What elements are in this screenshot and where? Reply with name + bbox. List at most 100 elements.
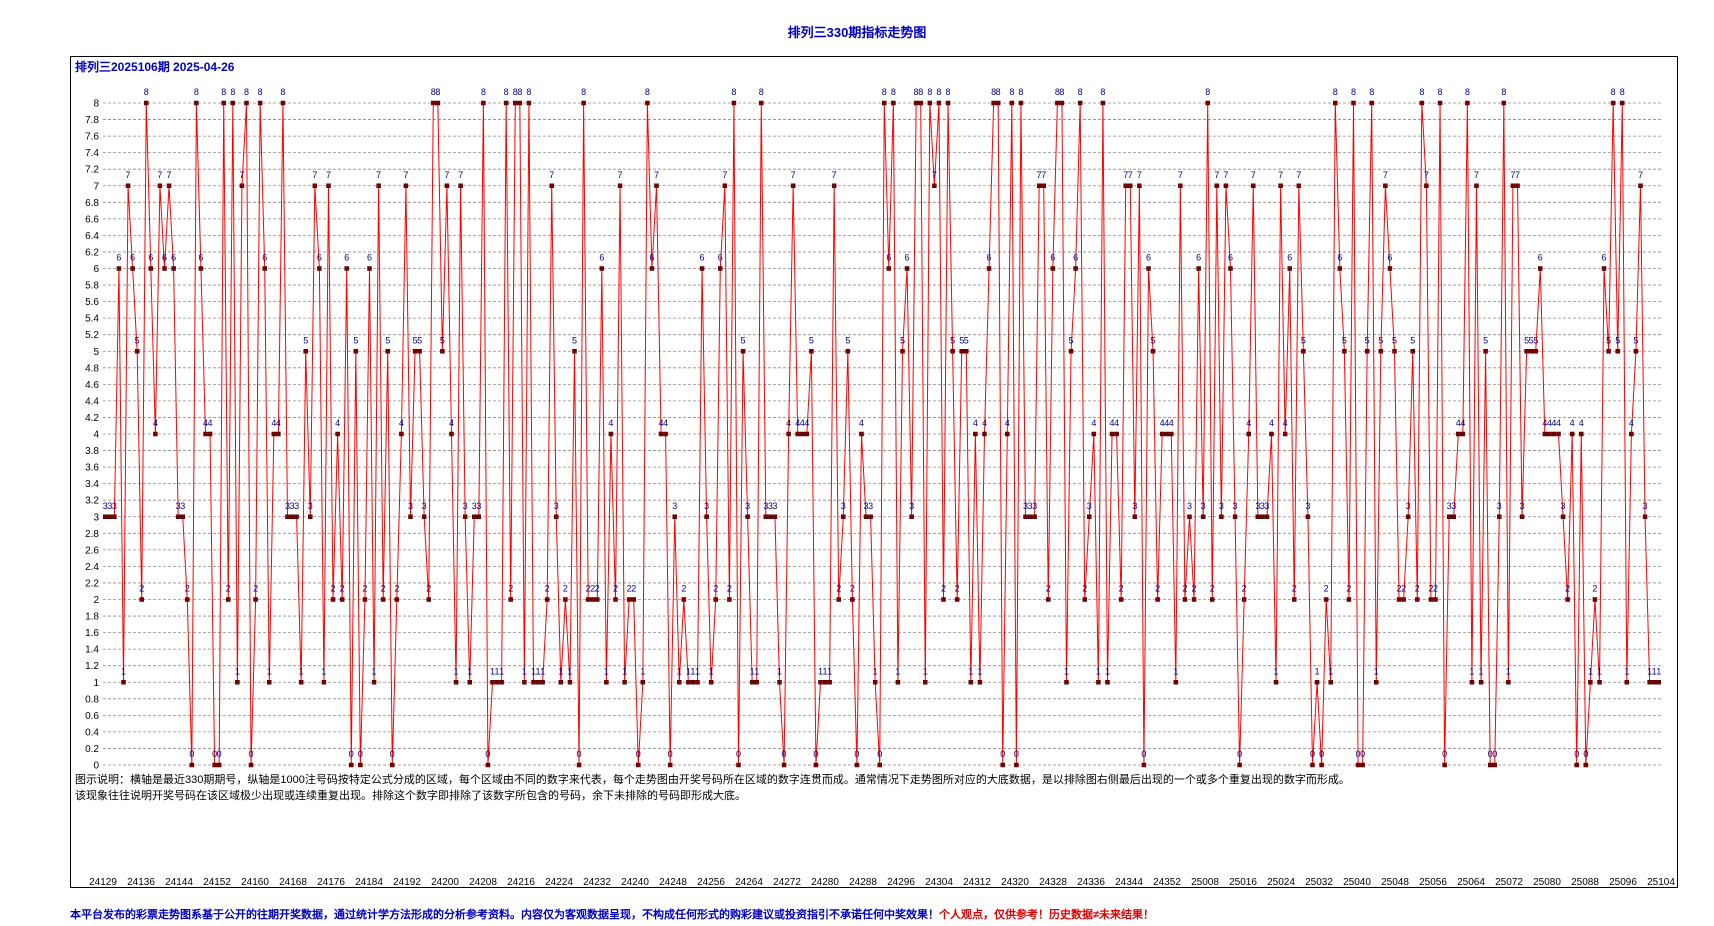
data-label: 6: [599, 253, 604, 263]
data-point: [267, 680, 272, 685]
data-point: [1237, 762, 1242, 768]
data-point: [1392, 349, 1397, 354]
x-tick-label: 24129: [89, 877, 117, 888]
data-label: 2: [1082, 584, 1087, 594]
data-point: [1633, 349, 1639, 354]
data-point: [544, 597, 550, 602]
x-tick-label: 24176: [317, 877, 345, 888]
data-label: 7: [618, 170, 623, 180]
data-label: 7: [239, 170, 244, 180]
data-label: 7: [1123, 170, 1128, 180]
data-point: [153, 431, 158, 437]
y-tick-label: 6.4: [85, 231, 99, 242]
data-label: 0: [1356, 749, 1361, 759]
data-label: 7: [1474, 170, 1479, 180]
x-tick-label: 24160: [241, 877, 269, 888]
data-point: [1200, 514, 1206, 519]
data-label: 4: [271, 418, 276, 428]
data-point: [727, 597, 732, 602]
data-point: [1009, 100, 1015, 106]
data-label: 8: [914, 87, 919, 97]
data-point: [900, 349, 905, 354]
data-label: 2: [836, 584, 841, 594]
data-label: 2: [426, 584, 431, 594]
x-tick-label: 25064: [1457, 877, 1485, 888]
data-point: [207, 431, 213, 437]
data-point: [326, 183, 331, 188]
data-label: 0: [1237, 749, 1242, 759]
data-label: 1: [622, 666, 627, 676]
x-tick-label: 25088: [1571, 877, 1599, 888]
data-point: [1533, 349, 1538, 354]
data-point: [1579, 431, 1584, 437]
data-point: [658, 431, 664, 437]
data-label: 1: [777, 666, 782, 676]
data-label: 3: [107, 501, 112, 511]
data-point: [1282, 431, 1288, 437]
data-label: 8: [1351, 87, 1356, 97]
data-point: [1305, 514, 1311, 519]
data-label: 0: [813, 749, 818, 759]
data-point: [349, 762, 354, 768]
data-label: 3: [1028, 501, 1033, 511]
data-label: 1: [540, 666, 545, 676]
y-tick-label: 2.4: [85, 562, 99, 573]
data-label: 2: [727, 584, 732, 594]
y-tick-label: 5.4: [85, 314, 99, 325]
data-point: [1091, 431, 1097, 437]
data-point: [121, 680, 126, 685]
data-point: [672, 514, 677, 519]
y-tick-label: 2.8: [85, 529, 99, 540]
data-label: 1: [495, 666, 500, 676]
data-point: [1433, 597, 1438, 602]
data-point: [558, 680, 564, 685]
data-point: [1501, 100, 1507, 106]
data-label: 5: [741, 335, 746, 345]
data-point: [285, 514, 290, 519]
y-tick-label: 1.4: [85, 645, 99, 656]
data-label: 8: [927, 87, 932, 97]
data-point: [1050, 266, 1056, 271]
data-point: [1241, 597, 1247, 602]
data-point: [904, 266, 910, 271]
data-point: [139, 597, 144, 602]
data-point: [1159, 431, 1165, 437]
data-label: 8: [891, 87, 896, 97]
data-point: [330, 597, 336, 602]
data-point: [103, 514, 108, 519]
data-point: [503, 100, 509, 106]
data-point: [221, 100, 226, 106]
data-point: [1428, 597, 1434, 602]
y-tick-label: 5.2: [85, 330, 99, 341]
trend-chart: 排列三2025106期 2025-04-26 0 0.2 0.4 0.6 0.8 1 1.2 1…: [75, 59, 1675, 888]
data-point: [1647, 680, 1652, 685]
data-label: 3: [1497, 501, 1502, 511]
data-point: [918, 100, 923, 106]
data-point: [759, 100, 764, 106]
data-point: [1629, 431, 1634, 437]
data-point: [982, 431, 987, 437]
data-point: [112, 514, 117, 519]
data-point: [1588, 680, 1593, 685]
data-label: 3: [1219, 501, 1224, 511]
data-point: [891, 100, 896, 106]
data-point: [813, 762, 819, 768]
y-tick-label: 1.2: [85, 661, 99, 672]
data-label: 5: [964, 335, 969, 345]
data-label: 7: [1251, 170, 1256, 180]
data-label: 3: [1023, 501, 1028, 511]
data-label: 8: [996, 87, 1001, 97]
data-label: 6: [198, 253, 203, 263]
data-label: 1: [1315, 666, 1320, 676]
data-point: [162, 266, 167, 271]
data-point: [973, 431, 978, 437]
data-label: 1: [640, 666, 645, 676]
data-label: 4: [795, 418, 800, 428]
data-point: [1556, 431, 1561, 437]
data-label: 5: [353, 335, 358, 345]
data-point: [513, 100, 518, 106]
y-tick-label: 5: [93, 347, 99, 358]
y-tick-label: 0.4: [85, 727, 99, 738]
data-label: 7: [1383, 170, 1388, 180]
data-point: [125, 183, 131, 188]
